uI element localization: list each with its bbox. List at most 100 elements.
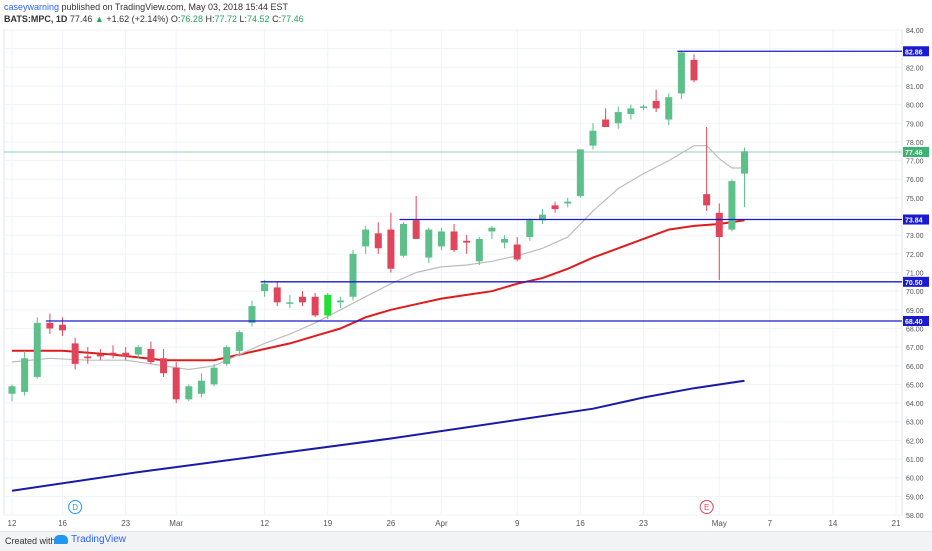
candle	[400, 222, 408, 258]
author-link[interactable]: caseywarning	[4, 2, 60, 12]
candle-body	[387, 229, 395, 269]
candle-body	[324, 294, 332, 316]
candle-body	[248, 306, 256, 323]
level-tag-label: 82.86	[905, 49, 923, 56]
y-tick-label: 77.00	[906, 159, 924, 166]
level-tag-bg	[903, 214, 929, 225]
price-chart[interactable]: 84.0083.0082.0081.0080.0079.0078.0077.00…	[0, 0, 932, 531]
symbol-label: BATS:MPC, 1D	[4, 14, 68, 24]
candle-body	[665, 97, 673, 120]
candle	[197, 373, 205, 398]
candle	[122, 347, 130, 361]
candle-body	[589, 130, 597, 146]
candle	[425, 227, 433, 264]
candle-body	[21, 358, 29, 392]
high-value: 77.72	[214, 14, 237, 24]
sma-long-line	[11, 379, 745, 492]
candle-body	[8, 386, 16, 394]
candle-body	[185, 386, 193, 400]
candle	[741, 147, 749, 208]
candle-body	[197, 380, 205, 394]
candle	[602, 108, 610, 127]
candle-body	[538, 214, 546, 221]
y-tick-label: 66.00	[906, 364, 924, 371]
tradingview-brand[interactable]: TradingView	[54, 534, 126, 545]
x-tick-label: 16	[58, 519, 67, 528]
x-tick-label: 14	[828, 519, 837, 528]
candle	[134, 345, 142, 359]
candle-body	[286, 302, 294, 304]
candle	[109, 345, 117, 359]
publish-info: caseywarning published on TradingView.co…	[4, 2, 288, 12]
y-tick-label: 61.00	[906, 457, 924, 464]
y-tick-label: 80.00	[906, 103, 924, 110]
x-tick-label: 23	[639, 519, 648, 528]
candle-body	[715, 212, 723, 238]
level-tag-label: 70.50	[905, 280, 923, 287]
sma-mid-line	[12, 219, 745, 362]
candle	[576, 149, 584, 198]
y-tick-label: 75.00	[906, 196, 924, 203]
candle	[349, 250, 357, 301]
candle-body	[298, 296, 306, 303]
candle-body	[84, 356, 92, 359]
level-price-tag: 73.84	[903, 214, 929, 225]
x-tick-label: 23	[121, 519, 130, 528]
last-price-tag-label: 77.46	[905, 150, 923, 157]
candle-body	[311, 296, 319, 316]
candle-body	[147, 348, 155, 363]
sma-short-line	[11, 145, 745, 371]
event-marker: E	[699, 500, 714, 514]
candle	[362, 225, 370, 254]
candle	[160, 348, 168, 377]
candle	[336, 296, 344, 308]
candle	[715, 203, 723, 280]
y-tick-label: 72.00	[906, 252, 924, 259]
published-text: published on TradingView.com, May 03, 20…	[61, 2, 289, 12]
candle-body	[134, 347, 142, 355]
y-tick-label: 64.00	[906, 401, 924, 408]
event-marker-label: D	[72, 503, 78, 512]
y-tick-label: 59.00	[906, 494, 924, 501]
level-tag-label: 68.40	[905, 319, 923, 326]
x-tick-label: 12	[260, 519, 269, 528]
level-tag-bg	[903, 46, 929, 57]
ohlc-legend: BATS:MPC, 1D 77.46 ▲ +1.62 (+2.14%) O:76…	[4, 14, 304, 24]
candle	[501, 235, 509, 249]
candle	[728, 179, 736, 232]
candle	[286, 294, 294, 308]
candle	[235, 330, 243, 357]
candle-body	[46, 322, 54, 329]
tradingview-logo-icon	[54, 534, 68, 544]
last-price-tag: 77.46	[903, 146, 929, 157]
candle-body	[349, 253, 357, 297]
close-label: C:	[272, 14, 282, 24]
y-tick-label: 69.00	[906, 308, 924, 315]
level-price-tag: 68.40	[903, 316, 929, 326]
y-tick-label: 73.00	[906, 233, 924, 240]
candle	[677, 50, 685, 100]
candle	[526, 218, 534, 241]
candle-body	[235, 332, 243, 351]
candle	[665, 93, 673, 126]
candle-body	[374, 233, 382, 249]
last-price-tag-bg	[903, 146, 929, 157]
event-marker-circle	[68, 500, 83, 514]
candle-body	[728, 181, 736, 230]
footer-bar: Created with TradingView	[0, 531, 932, 551]
candle-body	[488, 227, 496, 232]
candle	[463, 235, 471, 254]
candle-body	[160, 358, 168, 374]
candle	[248, 300, 256, 327]
candle-body	[362, 229, 370, 247]
candle	[273, 281, 281, 307]
candle	[46, 313, 54, 335]
close-value: 77.46	[281, 14, 304, 24]
candle	[627, 104, 635, 120]
y-tick-label: 78.00	[906, 140, 924, 147]
candle	[147, 341, 155, 364]
y-tick-label: 82.00	[906, 65, 924, 72]
candle-body	[400, 224, 408, 256]
candle-body	[210, 367, 218, 385]
y-tick-label: 76.00	[906, 177, 924, 184]
